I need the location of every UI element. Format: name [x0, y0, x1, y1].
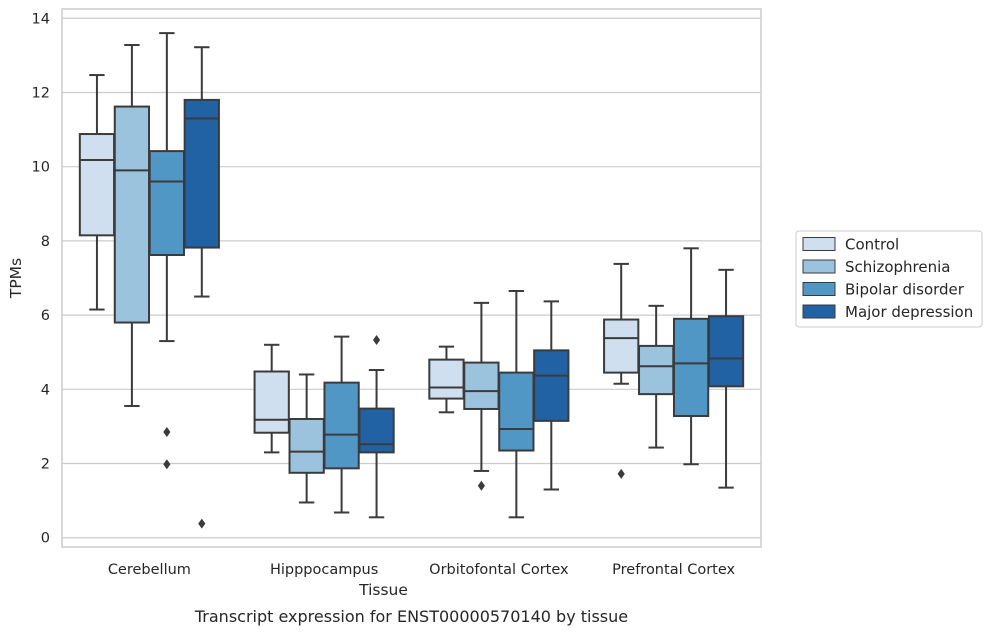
- series-group: [78, 74, 640, 479]
- outlier-point: [477, 480, 485, 491]
- legend-swatch: [802, 304, 836, 319]
- legend-frame: [795, 230, 983, 328]
- x-tick-label: Cerebellum: [108, 562, 191, 578]
- legend-entry-label: Bipolar disorder: [845, 281, 965, 299]
- box-element: [638, 304, 675, 449]
- y-axis-label: TPMs: [7, 258, 25, 299]
- box-iqr: [113, 105, 151, 324]
- box-iqr: [183, 98, 220, 249]
- box-element: [288, 373, 325, 504]
- x-axis-ticks: Cerebellum Hipppocampus Orbitofontal Corte…: [108, 562, 736, 578]
- legend: Control Schizophrenia Bipolar disorder Majo…: [795, 230, 983, 328]
- y-tick-label: 14: [32, 11, 50, 27]
- series-group: [183, 46, 745, 529]
- box-iqr: [288, 417, 325, 474]
- box-iqr: [603, 318, 640, 374]
- box-plot-series: [78, 32, 745, 529]
- outlier-point: [163, 459, 171, 470]
- box-iqr: [672, 317, 710, 418]
- x-tick-label: Prefrontal Cortex: [612, 562, 735, 578]
- y-tick-label: 8: [41, 234, 50, 250]
- box-element: [78, 74, 116, 311]
- x-axis-label: Tissue: [358, 581, 408, 599]
- box-iqr: [707, 315, 745, 388]
- series-group: [148, 32, 710, 519]
- legend-entry-label: Control: [845, 236, 899, 254]
- outlier-point: [617, 468, 625, 479]
- y-tick-label: 12: [32, 85, 50, 101]
- box-element: [428, 345, 465, 414]
- y-tick-label: 4: [41, 382, 50, 398]
- box-element: [463, 301, 500, 491]
- legend-swatch: [802, 282, 836, 296]
- y-tick-label: 6: [41, 308, 50, 324]
- legend-entry-label: Major depression: [845, 303, 973, 321]
- box-iqr: [463, 361, 500, 410]
- box-iqr: [358, 407, 395, 454]
- outlier-point: [198, 518, 206, 529]
- x-tick-label: Hipppocampus: [270, 562, 378, 578]
- y-tick-label: 0: [41, 531, 50, 547]
- outlier-point: [372, 334, 381, 345]
- x-tick-label: Orbitofontal Cortex: [429, 562, 569, 578]
- box-element: [533, 300, 570, 491]
- y-axis-ticks: 0 2 4 6 8 10 12 14: [32, 11, 50, 546]
- box-iqr: [323, 381, 360, 470]
- y-tick-label: 2: [41, 457, 50, 473]
- box-element: [253, 343, 290, 454]
- legend-swatch: [802, 259, 836, 274]
- box-iqr: [148, 150, 185, 256]
- box-element: [148, 32, 185, 470]
- box-iqr: [78, 133, 116, 237]
- box-iqr: [533, 349, 570, 422]
- box-iqr: [253, 370, 290, 434]
- box-element: [113, 43, 151, 408]
- box-element: [183, 46, 220, 529]
- plot-frame: [61, 8, 762, 548]
- series-group: [113, 43, 675, 504]
- box-iqr: [498, 371, 535, 452]
- chart-caption: Transcript expression for ENST0000057014…: [194, 607, 628, 626]
- box-element: [603, 262, 640, 479]
- box-element: [358, 334, 395, 519]
- box-element: [672, 247, 710, 466]
- y-tick-label: 10: [32, 160, 50, 176]
- outlier-point: [163, 426, 171, 437]
- box-iqr: [428, 358, 465, 400]
- box-element: [498, 289, 535, 519]
- box-element: [323, 335, 360, 514]
- legend-swatch: [802, 237, 836, 251]
- box-element: [707, 268, 745, 489]
- legend-entry-label: Schizophrenia: [845, 258, 950, 276]
- box-iqr: [638, 344, 675, 396]
